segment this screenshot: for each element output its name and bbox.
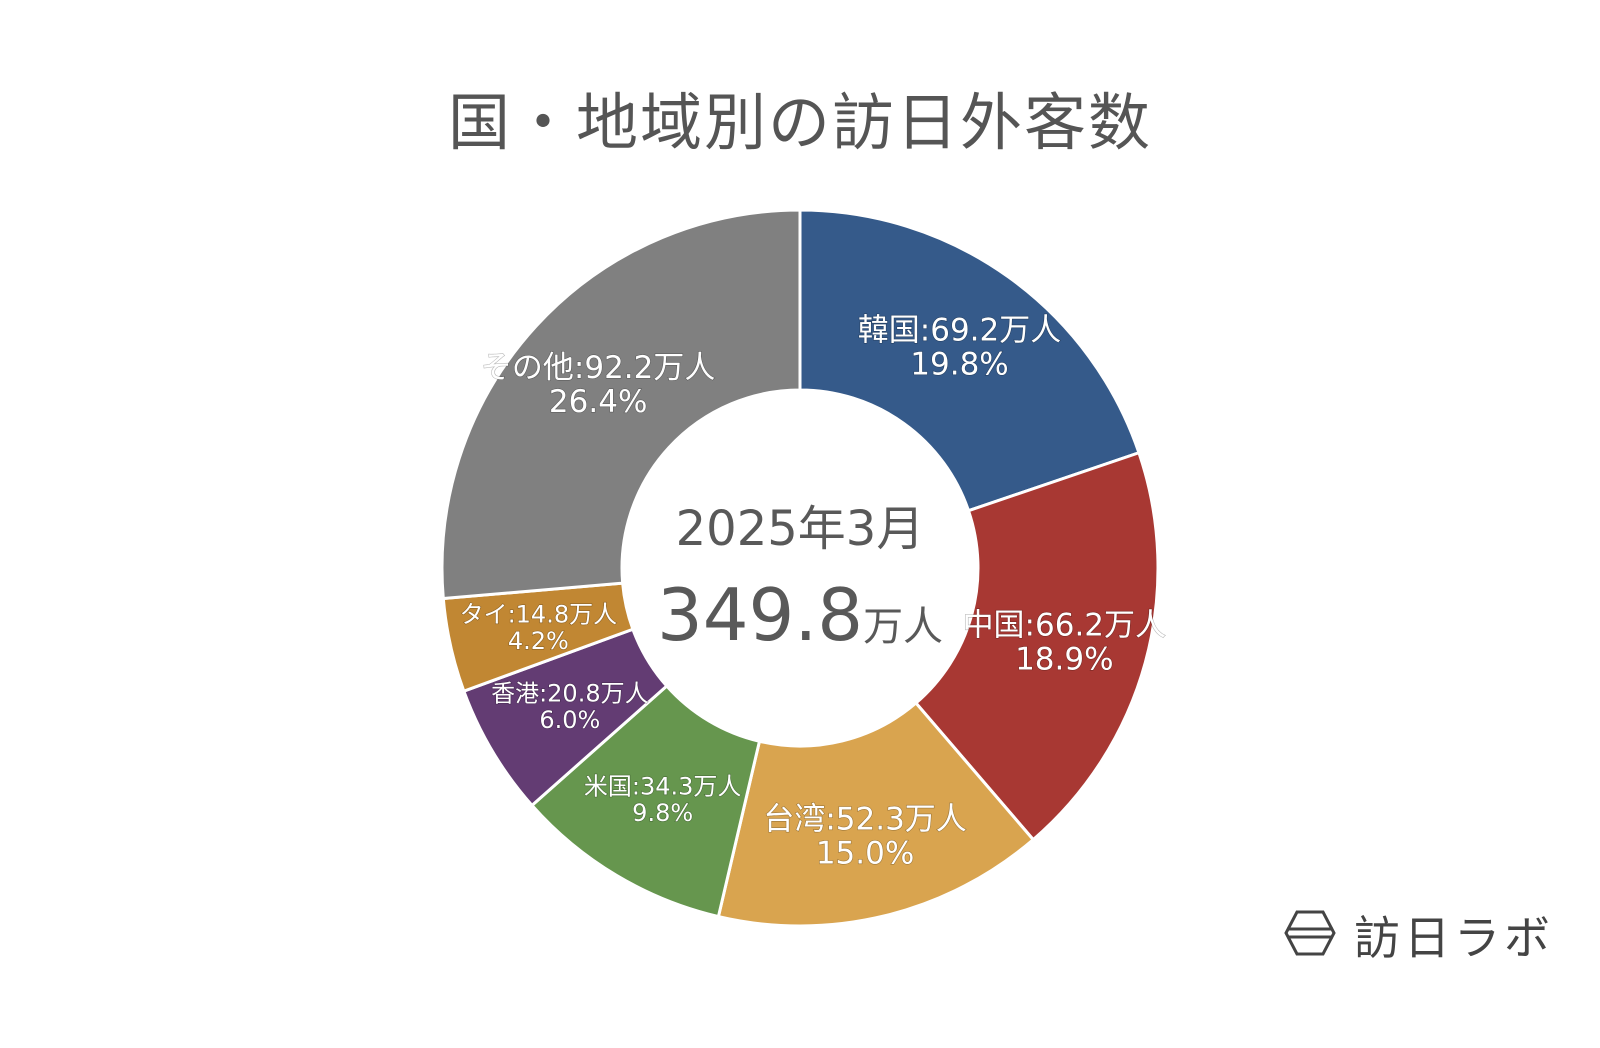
slice-中国 [913, 450, 1160, 842]
slice-label-value: 香港:20.8万人 [491, 680, 649, 708]
hexagon-logo-icon [1284, 910, 1336, 960]
slice-label-value: 台湾:52.3万人 [763, 802, 966, 838]
slice-label-value: 韓国:69.2万人 [858, 313, 1061, 349]
slice-label-value: 中国:66.2万人 [963, 608, 1166, 644]
slice-label-value: 米国:34.3万人 [584, 773, 742, 801]
slice-label-タイ: タイ:14.8万人 4.2% [460, 600, 618, 654]
center-period: 2025年3月 [676, 501, 925, 557]
slice-label-韓国: 韓国:69.2万人 19.8% [858, 313, 1061, 383]
slice-台湾 [716, 700, 1036, 928]
brand-name: 訪日ラボ [1354, 911, 1554, 965]
center-total: 349.8万人 [657, 573, 943, 657]
slice-label-percent: 26.4% [549, 384, 647, 420]
slice-label-percent: 15.0% [816, 836, 914, 872]
slice-label-percent: 9.8% [632, 799, 693, 827]
slice-label-value: その他:92.2万人 [481, 350, 715, 386]
chart-title: 国・地域別の訪日外客数 [447, 86, 1152, 159]
slice-label-percent: 6.0% [539, 706, 600, 734]
slice-label-value: タイ:14.8万人 [460, 600, 618, 628]
slice-label-その他: その他:92.2万人 26.4% [481, 350, 715, 420]
slice-label-米国: 米国:34.3万人 9.8% [584, 773, 742, 827]
slices-layer [440, 208, 1160, 928]
center-total-number: 349.8 [657, 573, 863, 657]
slice-韓国 [798, 208, 1141, 513]
center-total-unit: 万人 [863, 604, 943, 650]
slice-label-台湾: 台湾:52.3万人 15.0% [763, 802, 966, 872]
slice-label-中国: 中国:66.2万人 18.9% [963, 608, 1166, 678]
slice-label-percent: 19.8% [910, 347, 1008, 383]
brand-logo: 訪日ラボ [1284, 902, 1554, 968]
slice-label-percent: 4.2% [508, 627, 569, 655]
slice-その他 [440, 208, 802, 601]
labels-layer: 韓国:69.2万人 19.8% 中国:66.2万人 18.9% 台湾:52.3万人 15.… [459, 312, 1167, 872]
slice-label-percent: 18.9% [1015, 642, 1113, 678]
slice-label-香港: 香港:20.8万人 6.0% [491, 680, 649, 734]
